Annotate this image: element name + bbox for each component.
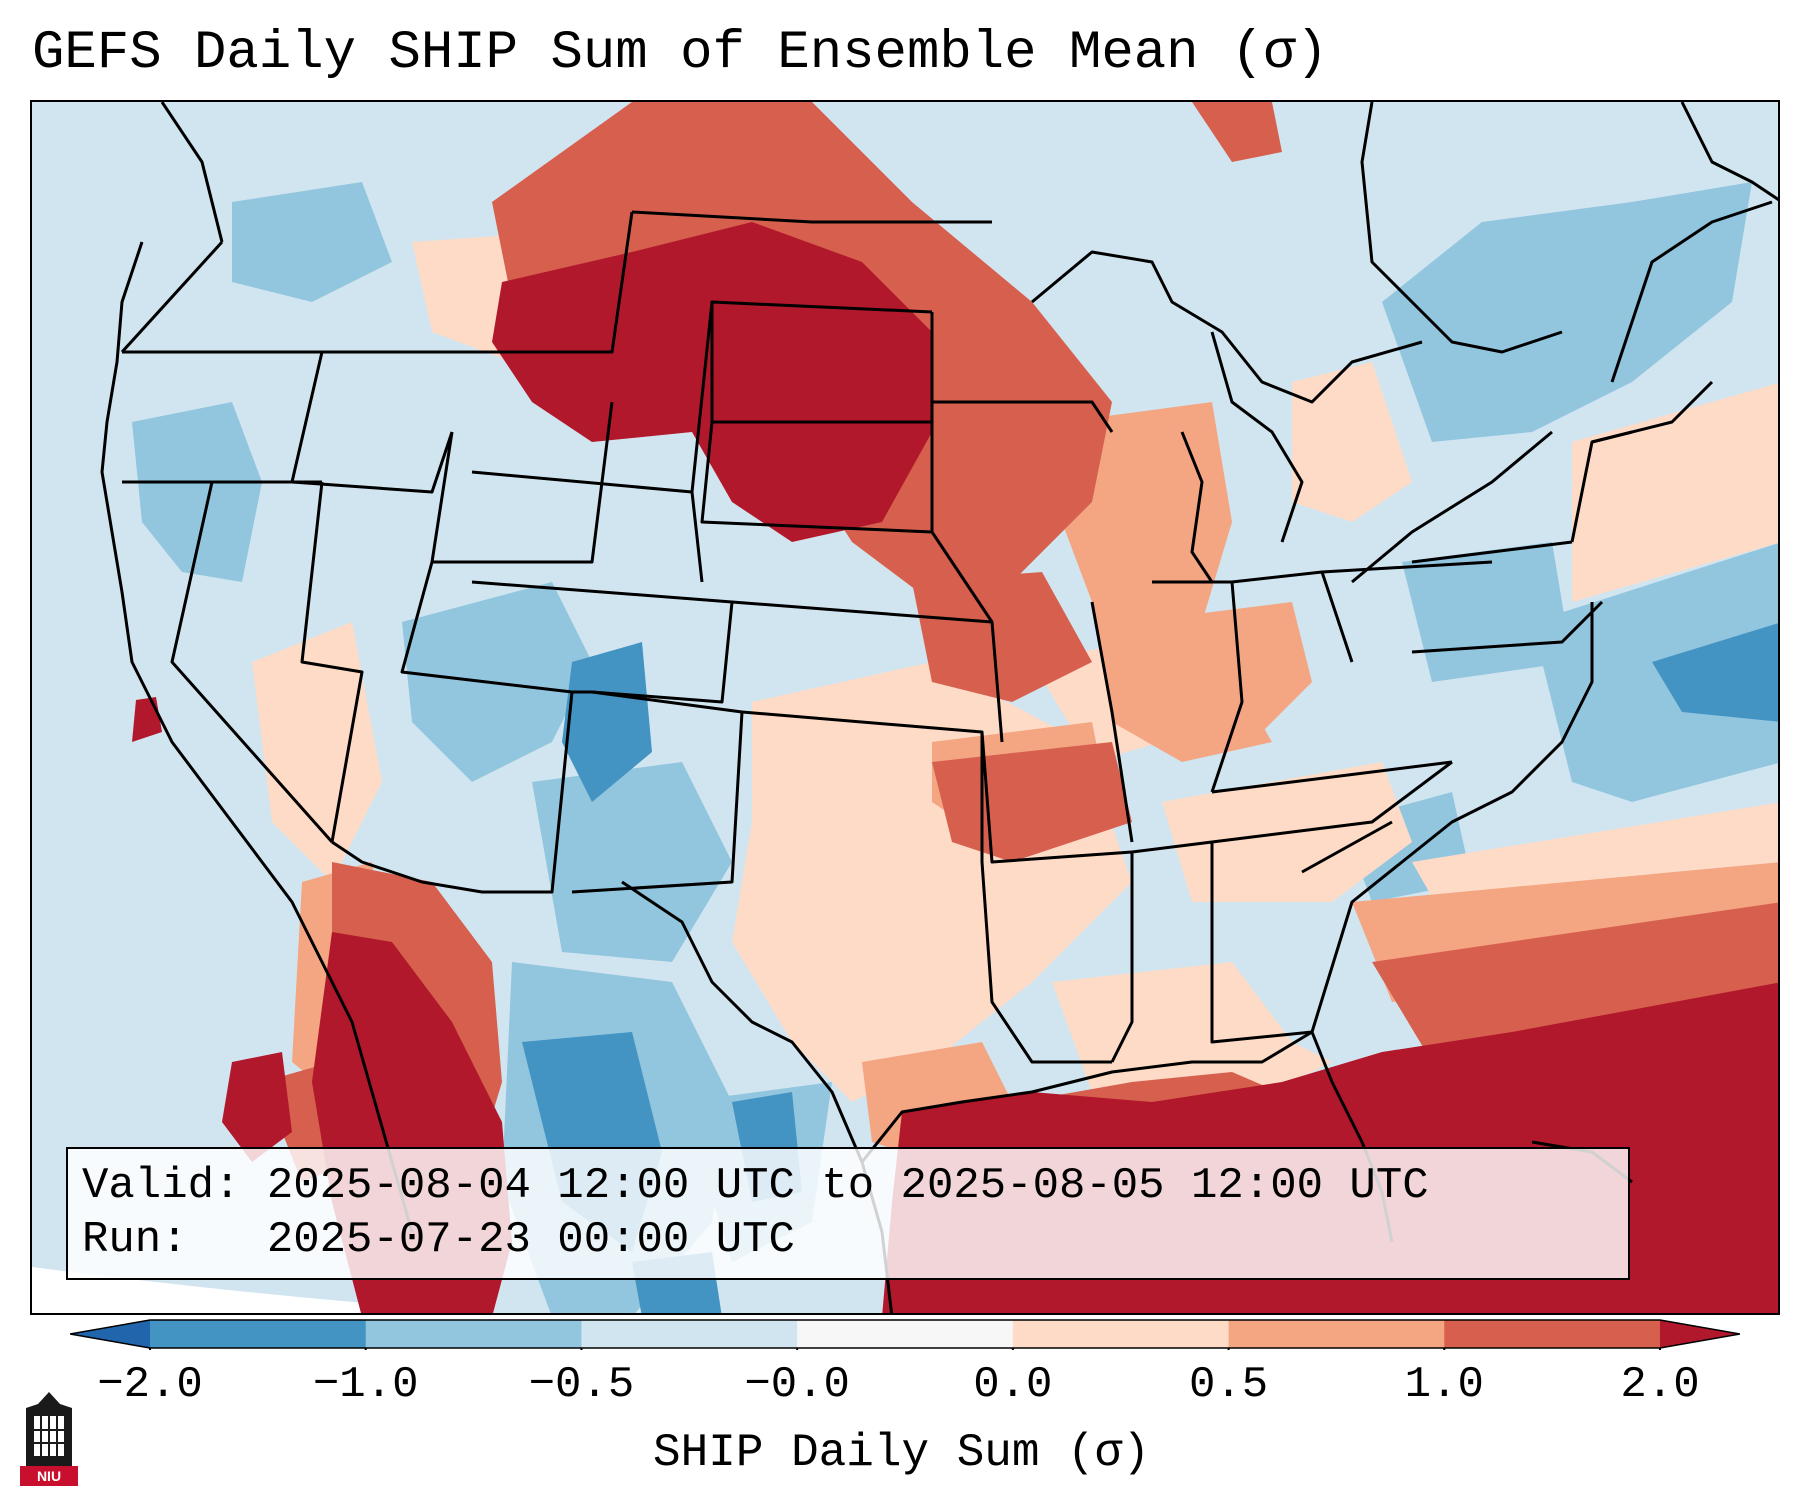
colorbar-bin (150, 1320, 367, 1348)
colorbar-outline (70, 1319, 1740, 1349)
colorbar-tick-label: −2.0 (97, 1360, 203, 1410)
valid-row: Valid: 2025-08-04 12:00 UTC to 2025-08-0… (82, 1159, 1614, 1213)
colorbar-bin (1228, 1320, 1445, 1348)
colorbar-tick-label: 0.0 (973, 1360, 1053, 1410)
colorbar-tick-label: −1.0 (312, 1360, 419, 1410)
colorbar-label: SHIP Daily Sum (σ) (653, 1427, 1150, 1479)
map-panel (30, 100, 1780, 1315)
colorbar-tick-label: −0.5 (528, 1360, 635, 1410)
colorbar-bin (365, 1320, 582, 1348)
colorbar-under-arrow (70, 1320, 150, 1348)
colorbar-tick-label: 0.5 (1188, 1360, 1269, 1410)
colorbar-over-arrow (1660, 1320, 1740, 1348)
logo-text: NIU (37, 1468, 61, 1484)
colorbar-tick-label: −0.0 (744, 1360, 850, 1410)
valid-run-box: Valid: 2025-08-04 12:00 UTC to 2025-08-0… (66, 1147, 1630, 1280)
colorbar-bins (150, 1320, 1661, 1348)
projection-edge (32, 1267, 492, 1313)
anomaly-map (32, 102, 1778, 1313)
map-title: GEFS Daily SHIP Sum of Ensemble Mean (σ) (32, 23, 1329, 84)
colorbar-tick-label: 2.0 (1620, 1360, 1700, 1410)
niu-logo: NIU (20, 1392, 78, 1486)
run-row: Run: 2025-07-23 00:00 UTC (82, 1213, 1614, 1267)
colorbar-bin (1444, 1320, 1661, 1348)
run-label: Run: (82, 1215, 188, 1265)
colorbar-bin (581, 1320, 798, 1348)
valid-value: 2025-08-04 12:00 UTC to 2025-08-05 12:00… (266, 1161, 1429, 1211)
colorbar (70, 1319, 1740, 1350)
colorbar-tick-label: 1.0 (1404, 1360, 1484, 1410)
run-value: 2025-07-23 00:00 UTC (266, 1215, 795, 1265)
valid-label: Valid: (82, 1161, 241, 1211)
colorbar-bin (1012, 1320, 1230, 1348)
colorbar-bin (797, 1320, 1014, 1348)
